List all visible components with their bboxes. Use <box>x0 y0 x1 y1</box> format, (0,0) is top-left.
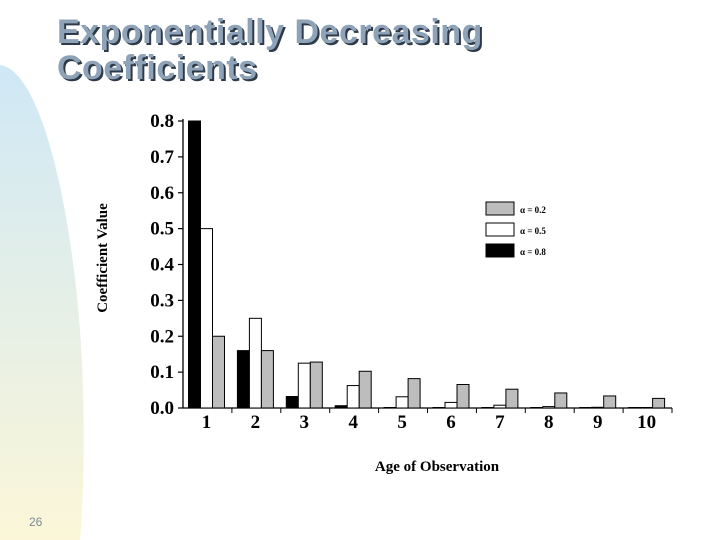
title-line-1: Exponentially Decreasing <box>57 13 483 51</box>
bar-0-8-4 <box>334 405 348 409</box>
bar-0-8-7 <box>481 407 495 409</box>
y-tick-label: 0.5 <box>150 219 174 240</box>
bar-0-8-5 <box>383 407 397 409</box>
x-tick-label: 4 <box>348 412 358 433</box>
bar-0-5-5 <box>395 396 409 409</box>
bar-0-2-5 <box>407 378 421 409</box>
bar-0-2-3 <box>309 361 323 409</box>
y-tick-label: 0.8 <box>150 111 174 132</box>
bar-0-8-1 <box>188 120 201 409</box>
x-axis-label: Age of Observation <box>375 459 500 475</box>
y-tick-label: 0.1 <box>150 362 174 383</box>
bar-0-8-10 <box>628 407 642 409</box>
page-number: 26 <box>29 515 43 529</box>
bar-0-2-2 <box>260 350 274 409</box>
y-tick-label: 0.7 <box>150 147 174 168</box>
bar-0-2-6 <box>456 384 470 409</box>
x-tick-label: 7 <box>495 412 505 433</box>
y-tick-label: 0.4 <box>150 255 174 276</box>
x-tick-label: 9 <box>593 412 603 433</box>
bar-0-2-1 <box>212 335 225 409</box>
bar-0-5-7 <box>493 404 507 409</box>
bar-0-8-9 <box>579 407 593 409</box>
x-tick-label: 10 <box>637 412 656 433</box>
legend-label: α = 0.2 <box>520 205 546 215</box>
x-tick-label: 8 <box>544 412 554 433</box>
bar-0-2-7 <box>505 388 519 409</box>
bar-0-5-2 <box>248 317 262 409</box>
legend-label: α = 0.5 <box>520 226 546 236</box>
bar-0-2-10 <box>652 397 666 409</box>
y-tick-label: 0.3 <box>150 290 174 311</box>
bar-0-2-8 <box>554 392 568 409</box>
x-tick-label: 2 <box>251 412 261 433</box>
y-tick-label: 0.0 <box>150 398 174 419</box>
slide-title: Exponentially Decreasing Coefficients <box>57 14 483 86</box>
bar-0-8-8 <box>530 407 544 409</box>
bar-0-5-1 <box>200 228 213 409</box>
bar-0-5-6 <box>444 401 458 409</box>
x-tick-label: 3 <box>300 412 310 433</box>
legend-label: α = 0.8 <box>520 247 546 257</box>
title-line-2: Coefficients <box>57 49 258 87</box>
legend-swatch <box>485 243 515 258</box>
y-tick-label: 0.6 <box>150 183 174 204</box>
bar-0-2-9 <box>603 395 617 409</box>
x-tick-label: 6 <box>446 412 456 433</box>
legend-swatch <box>485 222 515 237</box>
y-tick-label: 0.2 <box>150 326 174 347</box>
bar-0-5-9 <box>591 406 605 409</box>
bar-0-5-10 <box>640 407 654 409</box>
bar-0-5-8 <box>542 406 556 409</box>
bar-0-5-3 <box>297 362 311 409</box>
legend-swatch <box>485 201 515 216</box>
bar-0-8-3 <box>285 396 299 409</box>
x-tick-label: 5 <box>397 412 407 433</box>
bar-0-8-6 <box>432 407 446 409</box>
bar-0-8-2 <box>236 350 250 409</box>
bar-0-5-4 <box>346 385 360 409</box>
bar-0-2-4 <box>358 370 372 409</box>
x-tick-label: 1 <box>202 412 212 433</box>
y-axis-label: Coefficient Value <box>95 203 111 313</box>
